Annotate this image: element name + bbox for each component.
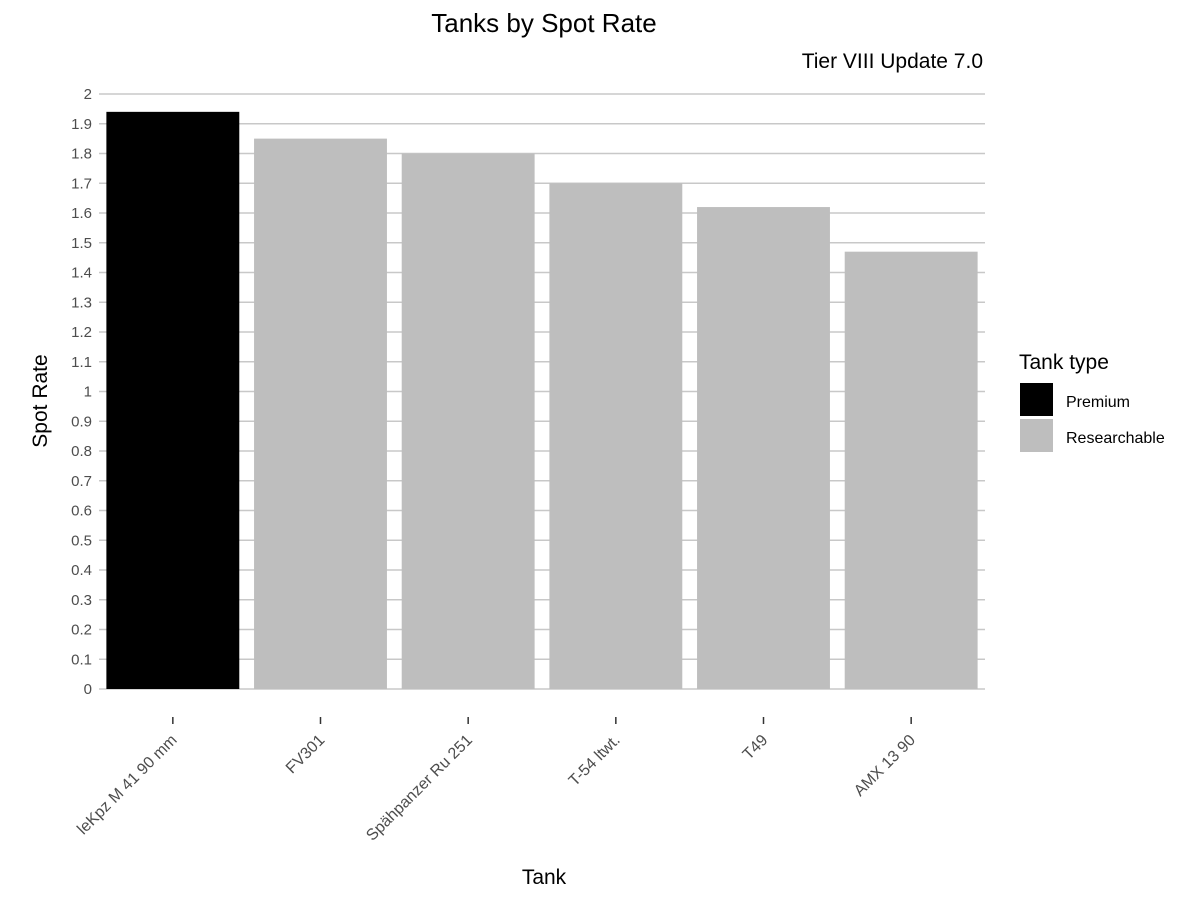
y-tick-label: 0.5 [71, 532, 92, 549]
legend-swatch-premium [1020, 383, 1053, 416]
y-tick-label: 0.8 [71, 443, 92, 460]
y-tick-label: 0 [84, 681, 92, 698]
y-axis-ticks: 0 0.1 0.2 0.3 0.4 0.5 0.6 0.7 0.8 0.9 1 1.1 1.2 1.3 1.… [71, 86, 92, 698]
y-tick-label: 0.4 [71, 562, 92, 579]
chart-subtitle: Tier VIII Update 7.0 [802, 50, 983, 73]
x-axis-ticks: leKpz M 41 90 mm FV301 Spähpanzer Ru 251 T-… [74, 717, 919, 844]
y-tick-label: 1.4 [71, 265, 92, 282]
x-tick-label: T-54 ltwt. [566, 732, 624, 790]
y-tick-label: 1 [84, 384, 92, 401]
y-tick-label: 0.7 [71, 473, 92, 490]
legend-label-researchable: Researchable [1066, 430, 1165, 447]
y-tick-label: 1.7 [71, 175, 92, 192]
x-tick-label: FV301 [283, 732, 328, 777]
bar [254, 138, 387, 689]
x-tick-label: leKpz M 41 90 mm [74, 732, 180, 838]
bar [106, 111, 240, 690]
legend-label-premium: Premium [1066, 394, 1130, 411]
bar [844, 251, 978, 690]
y-tick-label: 1.1 [71, 354, 92, 371]
y-tick-label: 0.2 [71, 622, 92, 639]
y-tick-label: 1.6 [71, 205, 92, 222]
x-axis-title: Tank [522, 866, 567, 889]
y-tick-label: 1.3 [71, 294, 92, 311]
y-tick-label: 0.6 [71, 503, 92, 520]
legend: Tank type Premium Researchable [1019, 351, 1165, 452]
legend-title: Tank type [1019, 351, 1109, 374]
legend-swatch-researchable [1020, 419, 1053, 452]
y-tick-label: 1.9 [71, 116, 92, 133]
y-tick-label: 1.8 [71, 146, 92, 163]
y-tick-label: 1.2 [71, 324, 92, 341]
bar [697, 207, 830, 690]
gridlines [99, 93, 985, 690]
y-tick-label: 2 [84, 86, 92, 103]
x-tick-label: AMX 13 90 [851, 732, 919, 800]
bar [549, 183, 683, 689]
x-tick-label: Spähpanzer Ru 251 [363, 732, 476, 845]
y-tick-label: 0.9 [71, 413, 92, 430]
bar [401, 153, 535, 689]
chart-title: Tanks by Spot Rate [431, 8, 656, 38]
y-tick-label: 0.3 [71, 592, 92, 609]
bars [106, 111, 978, 690]
y-axis-title: Spot Rate [29, 354, 52, 447]
x-tick-label: T49 [740, 732, 772, 764]
y-tick-label: 1.5 [71, 235, 92, 252]
y-tick-label: 0.1 [71, 651, 92, 668]
